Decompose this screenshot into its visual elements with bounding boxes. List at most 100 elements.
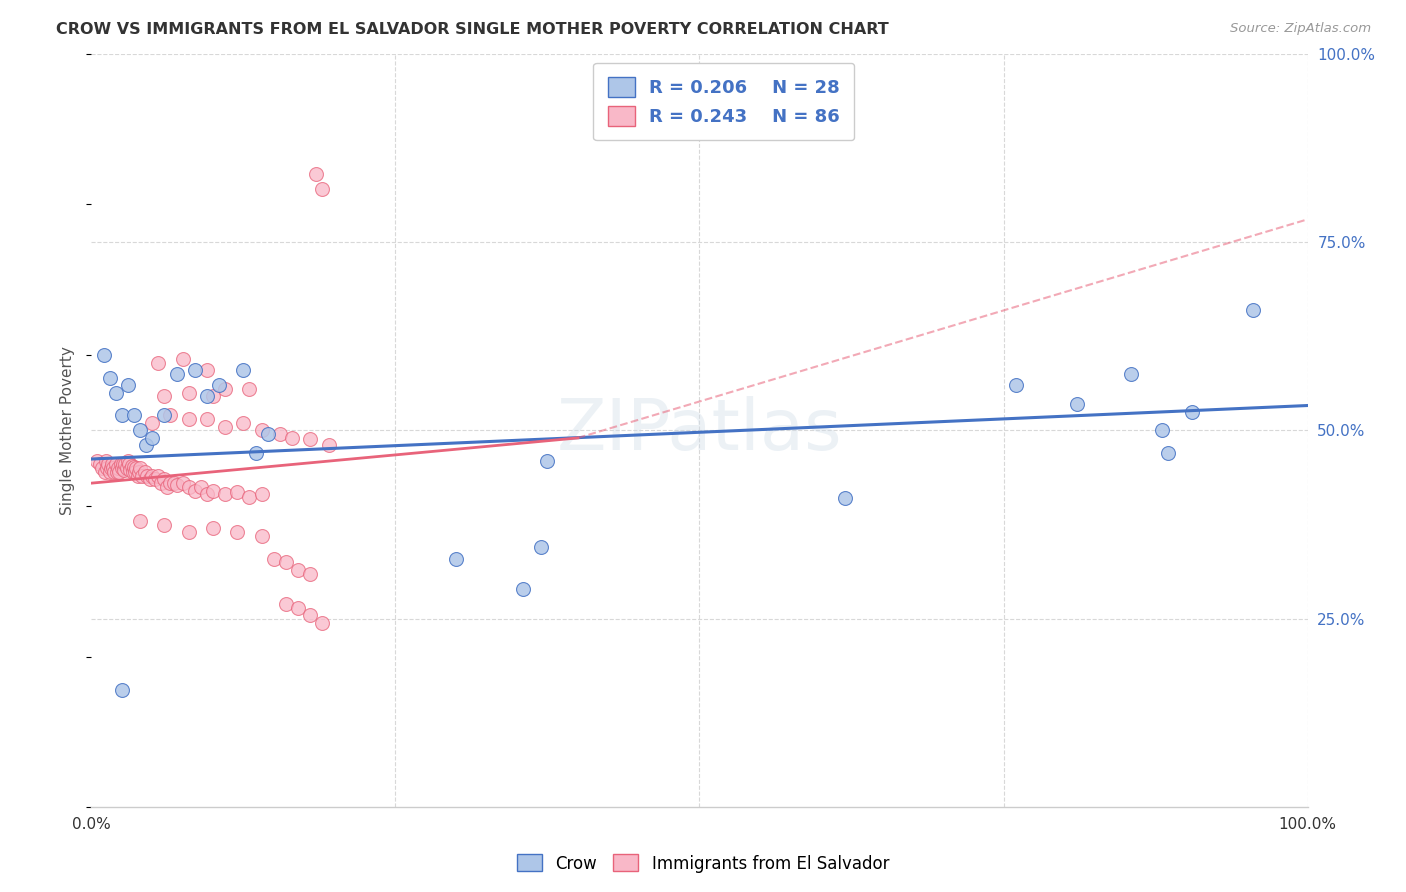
Point [1241, 302, 1264, 317]
Point [195, 412, 218, 426]
Point [305, 167, 328, 181]
Point [536, 453, 558, 467]
Point [318, 438, 340, 452]
Point [127, 468, 149, 483]
Point [269, 427, 291, 442]
Point [530, 540, 553, 554]
Y-axis label: Single Mother Poverty: Single Mother Poverty [60, 346, 76, 515]
Point [281, 431, 304, 445]
Point [111, 683, 134, 698]
Point [153, 472, 176, 486]
Point [122, 459, 145, 474]
Point [163, 476, 186, 491]
Point [97, 458, 120, 472]
Point [202, 483, 225, 498]
Point [128, 465, 150, 479]
Point [104, 458, 127, 472]
Point [274, 597, 297, 611]
Point [159, 476, 181, 491]
Point [159, 409, 181, 423]
Point [110, 458, 132, 472]
Point [101, 458, 124, 472]
Point [122, 409, 145, 423]
Point [94, 465, 117, 479]
Text: CROW VS IMMIGRANTS FROM EL SALVADOR SINGLE MOTHER POVERTY CORRELATION CHART: CROW VS IMMIGRANTS FROM EL SALVADOR SING… [56, 22, 889, 37]
Point [86, 453, 108, 467]
Point [311, 615, 333, 630]
Point [166, 477, 188, 491]
Point [153, 389, 176, 403]
Point [177, 480, 200, 494]
Point [148, 468, 170, 483]
Point [1066, 397, 1088, 411]
Point [299, 433, 322, 447]
Point [184, 363, 207, 377]
Point [287, 600, 309, 615]
Point [131, 468, 153, 483]
Point [287, 563, 309, 577]
Point [89, 458, 111, 472]
Point [1004, 378, 1026, 392]
Point [112, 462, 135, 476]
Point [214, 382, 236, 396]
Point [105, 465, 128, 479]
Point [117, 378, 139, 392]
Point [141, 468, 163, 483]
Point [111, 458, 134, 472]
Point [129, 514, 152, 528]
Point [107, 461, 129, 475]
Point [195, 389, 218, 403]
Point [1181, 404, 1204, 418]
Point [172, 351, 194, 366]
Point [299, 566, 322, 581]
Point [104, 385, 127, 400]
Point [98, 465, 121, 479]
Point [238, 382, 260, 396]
Point [121, 465, 143, 479]
Point [299, 608, 322, 623]
Legend: R = 0.206    N = 28, R = 0.243    N = 86: R = 0.206 N = 28, R = 0.243 N = 86 [593, 62, 855, 140]
Point [103, 465, 125, 479]
Point [263, 551, 285, 566]
Point [226, 485, 249, 500]
Point [226, 525, 249, 540]
Point [111, 409, 134, 423]
Point [136, 468, 159, 483]
Point [195, 363, 218, 377]
Point [250, 487, 273, 501]
Point [129, 424, 152, 438]
Text: Source: ZipAtlas.com: Source: ZipAtlas.com [1230, 22, 1371, 36]
Point [208, 378, 231, 392]
Point [114, 458, 136, 472]
Point [195, 487, 218, 501]
Point [202, 389, 225, 403]
Point [214, 487, 236, 501]
Point [118, 458, 141, 472]
Point [134, 465, 156, 479]
Point [1150, 424, 1173, 438]
Point [94, 453, 117, 467]
Legend: Crow, Immigrants from El Salvador: Crow, Immigrants from El Salvador [510, 847, 896, 880]
Point [274, 555, 297, 569]
Point [93, 348, 115, 362]
Point [177, 412, 200, 426]
Point [834, 491, 856, 506]
Point [103, 461, 125, 475]
Point [245, 446, 267, 460]
Point [149, 476, 172, 491]
Point [117, 453, 139, 467]
Point [177, 525, 200, 540]
Point [156, 480, 179, 494]
Point [141, 431, 163, 445]
Point [124, 465, 146, 479]
Point [91, 461, 114, 475]
Point [121, 458, 143, 473]
Point [250, 529, 273, 543]
Point [444, 551, 467, 566]
Point [148, 355, 170, 369]
Point [141, 416, 163, 430]
Text: ZIPatlas: ZIPatlas [557, 396, 842, 465]
Point [111, 461, 134, 475]
Point [184, 483, 207, 498]
Point [250, 424, 273, 438]
